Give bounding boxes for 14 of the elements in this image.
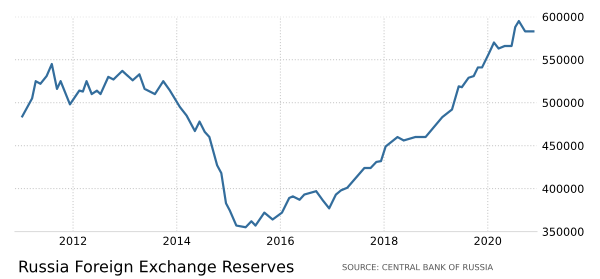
source-note: SOURCE: CENTRAL BANK OF RUSSIA xyxy=(342,264,494,270)
y-tick-label: 600000 xyxy=(542,12,584,22)
x-tick-label: 2020 xyxy=(474,236,502,246)
y-tick-label: 550000 xyxy=(542,56,584,64)
y-tick-label: 400000 xyxy=(542,184,584,193)
x-tick-label: 2012 xyxy=(60,236,86,246)
y-tick-label: 450000 xyxy=(542,142,584,150)
x-tick-label: 2018 xyxy=(370,236,398,246)
x-tick-label: 2014 xyxy=(163,236,190,246)
x-tick-label: 2016 xyxy=(267,236,294,246)
text: Russia Foreign Exchange Reserves xyxy=(20,260,294,276)
y-tick-label: 350000 xyxy=(542,228,584,236)
y-tick-label: 500000 xyxy=(542,98,584,108)
line-series xyxy=(21,20,534,228)
